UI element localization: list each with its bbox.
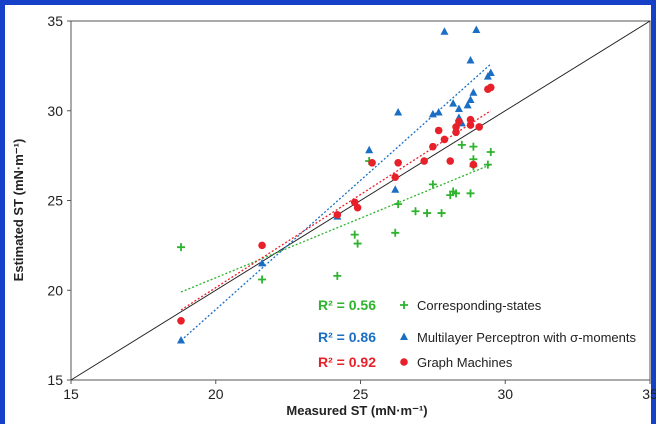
point-triangle (394, 108, 403, 116)
point-plus (353, 239, 362, 248)
trendline-circle (180, 110, 492, 311)
point-triangle (472, 25, 481, 33)
point-plus (428, 180, 437, 189)
point-circle (466, 115, 475, 124)
legend-r2-label: R² = 0.92 (318, 354, 376, 370)
point-circle (420, 157, 428, 165)
legend-entry: Graph Machines (417, 355, 513, 370)
point-circle (452, 128, 460, 137)
legend-marker-triangle (400, 332, 408, 340)
point-triangle (258, 258, 267, 267)
point-triangle (440, 27, 449, 35)
point-circle (434, 126, 443, 135)
point-plus (350, 230, 359, 239)
point-plus (452, 189, 461, 198)
y-axis-title: Estimated ST (mN·m⁻¹) (11, 139, 26, 282)
point-plus (466, 189, 475, 198)
point-plus (391, 228, 400, 237)
y-tick-label: 20 (47, 282, 63, 298)
x-axis-title: Measured ST (mN·m⁻¹) (286, 403, 427, 418)
point-circle (258, 241, 266, 250)
point-circle (394, 159, 402, 167)
point-plus (258, 275, 267, 284)
point-triangle (177, 336, 186, 344)
trendline-plus (180, 163, 492, 293)
point-triangle (365, 145, 374, 154)
point-circle (440, 135, 449, 144)
point-circle (466, 121, 475, 129)
point-plus (457, 140, 466, 149)
legend-marker-circle (400, 358, 408, 366)
y-tick-label: 25 (47, 193, 63, 209)
point-circle (475, 123, 483, 131)
x-tick-label: 20 (208, 386, 224, 402)
legend-r2-label: R² = 0.56 (318, 297, 376, 313)
point-plus (411, 207, 420, 216)
point-triangle (469, 88, 478, 96)
point-plus (177, 243, 186, 252)
point-plus (469, 142, 478, 151)
point-circle (429, 142, 437, 151)
point-circle (333, 211, 342, 219)
point-circle (391, 173, 400, 181)
point-circle (469, 160, 478, 169)
legend-entry: Corresponding-states (417, 298, 542, 313)
point-plus (483, 160, 492, 169)
point-triangle (391, 185, 400, 193)
x-tick-label: 35 (642, 386, 656, 402)
point-circle (446, 157, 455, 165)
legend-entry: Multilayer Perceptron with σ-moments (417, 330, 636, 345)
point-triangle (434, 108, 443, 116)
point-plus (486, 148, 495, 157)
x-tick-label: 30 (497, 386, 513, 402)
legend: R² = 0.56 Corresponding-states R² = 0.86 Mu… (318, 297, 636, 370)
legend-r2-label: R² = 0.86 (318, 329, 376, 345)
x-tick-label: 15 (63, 386, 79, 402)
point-circle (353, 203, 362, 212)
y-tick-label: 15 (47, 372, 63, 388)
point-triangle (466, 55, 475, 64)
identity-line-group (70, 20, 651, 381)
legend-marker-plus (400, 301, 408, 309)
point-triangle (463, 100, 472, 109)
y-tick-label: 35 (47, 13, 63, 29)
point-plus (394, 200, 403, 209)
x-tick-label: 25 (353, 386, 369, 402)
identity-line (70, 20, 651, 381)
point-plus (437, 209, 446, 218)
point-circle (486, 83, 495, 92)
point-triangle (486, 68, 495, 77)
axis-ticks: 15 20 25 30 35 15 20 25 30 35 (47, 13, 656, 402)
data-points (177, 25, 495, 344)
point-triangle (449, 99, 458, 107)
point-plus (333, 271, 342, 280)
point-triangle (466, 95, 475, 103)
point-circle (368, 159, 376, 167)
y-tick-label: 30 (47, 103, 63, 119)
point-circle (455, 117, 463, 126)
point-triangle (454, 104, 463, 112)
point-circle (177, 316, 185, 325)
point-plus (423, 209, 432, 218)
